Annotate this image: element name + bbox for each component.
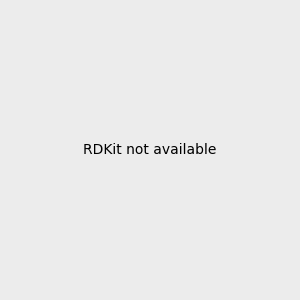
Text: RDKit not available: RDKit not available [83, 143, 217, 157]
